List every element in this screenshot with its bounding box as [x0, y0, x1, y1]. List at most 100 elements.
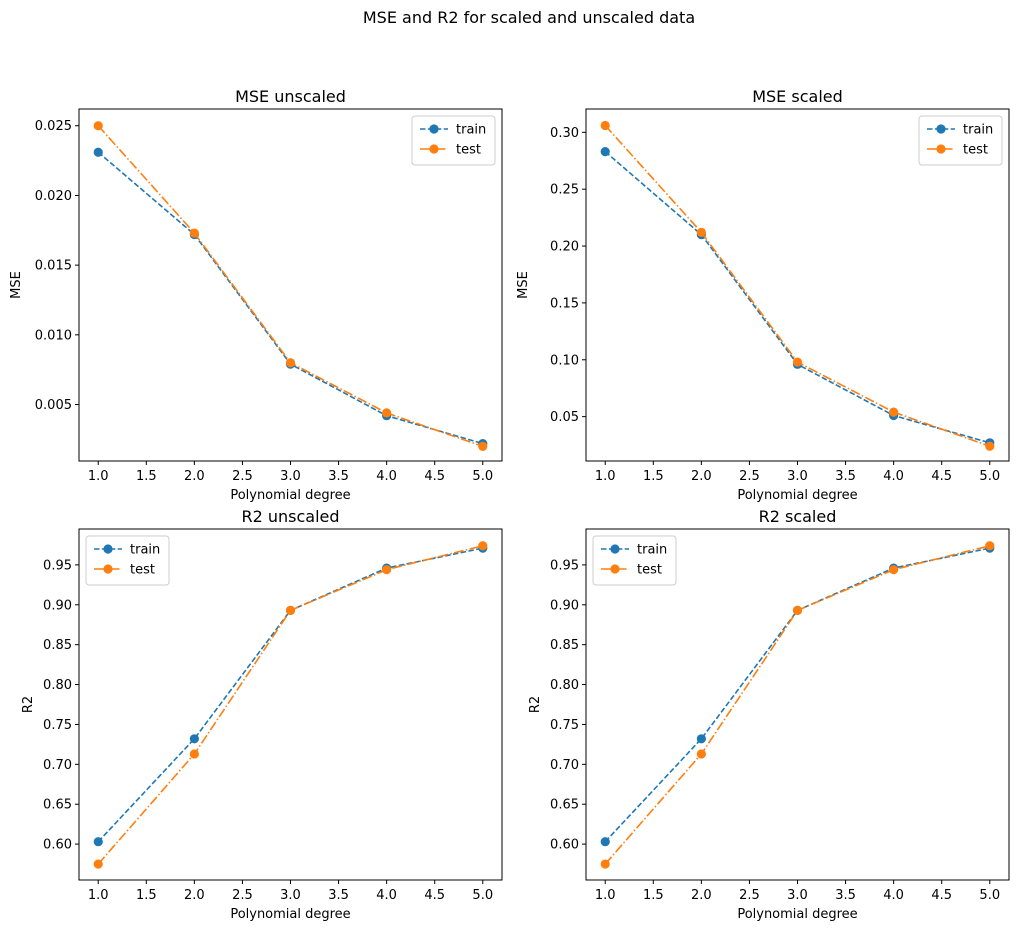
- mse-scaled-x-tick-label: 4.0: [883, 469, 904, 484]
- mse-scaled-chart: MSE scaled 1.0 1.5 2.0 2.5 3.0 3.5 4.0 4.5 5.0 0.0…: [516, 87, 1010, 503]
- r2-unscaled-x-tick-label: 4.5: [424, 888, 445, 903]
- r2-scaled-y-tick-label: 0.95: [550, 558, 579, 573]
- r2-scaled-x-tick-label: 4.5: [931, 888, 952, 903]
- mse-unscaled-legend-test-label: test: [456, 143, 481, 158]
- mse-scaled-x-tick-label: 1.5: [643, 469, 664, 484]
- r2-unscaled-y-axis-label: R2: [21, 696, 36, 713]
- r2-unscaled-series-test-point: [189, 749, 199, 759]
- mse-scaled-series-test-point: [600, 120, 610, 131]
- mse-unscaled-series-test-point: [285, 358, 296, 368]
- r2-scaled-x-tick-label: 2.5: [739, 888, 760, 903]
- r2-unscaled-y-tick-label: 0.95: [43, 558, 72, 573]
- r2-scaled-series-test-point: [696, 749, 706, 759]
- mse-scaled-legend-test-marker: [936, 144, 946, 154]
- r2-unscaled-title: R2 unscaled: [241, 507, 339, 526]
- r2-scaled-chart: R2 scaled 1.0 1.5 2.0 2.5 3.0 3.5 4.0 4.5 5.0 0.60…: [528, 507, 1010, 922]
- r2-unscaled-y-tick-label: 0.60: [43, 838, 72, 853]
- mse-scaled-series-train-point: [600, 147, 610, 157]
- r2-scaled-y-tick-label: 0.90: [550, 598, 579, 613]
- r2-scaled-legend-test-marker: [610, 564, 620, 574]
- mse-unscaled-y-tick-label: 0.015: [35, 259, 72, 274]
- r2-unscaled-y-tick-label: 0.75: [43, 718, 72, 733]
- r2-unscaled-series-train-point: [93, 837, 103, 847]
- r2-unscaled-series-train-point: [189, 734, 199, 744]
- r2-scaled-y-tick-label: 0.85: [550, 638, 579, 653]
- r2-unscaled-y-tick-label: 0.90: [43, 598, 72, 613]
- mse-scaled-x-tick-label: 4.5: [931, 469, 952, 484]
- r2-unscaled-x-axis-label: Polynomial degree: [230, 907, 350, 922]
- r2-scaled-x-tick-label: 1.5: [643, 888, 664, 903]
- r2-unscaled-x-tick-label: 1.0: [88, 888, 109, 903]
- mse-scaled-x-tick-label: 3.0: [787, 469, 808, 484]
- mse-scaled-title: MSE scaled: [752, 87, 843, 106]
- mse-scaled-legend-test-label: test: [963, 143, 988, 158]
- r2-scaled-series-test-point: [600, 859, 610, 869]
- r2-scaled-legend-train-label: train: [637, 543, 667, 558]
- r2-scaled-y-axis-label: R2: [528, 696, 543, 713]
- r2-unscaled-series-test-point: [478, 541, 488, 551]
- r2-scaled-series-test-point: [889, 565, 899, 575]
- mse-unscaled-x-tick-label: 2.0: [184, 469, 205, 484]
- r2-unscaled-legend-test-marker: [103, 564, 113, 574]
- r2-unscaled-series-test-point: [382, 565, 392, 575]
- r2-unscaled-series-test-point: [93, 859, 103, 869]
- r2-scaled-y-tick-label: 0.80: [550, 678, 579, 693]
- r2-unscaled-x-tick-label: 2.5: [232, 888, 253, 903]
- mse-scaled-y-tick-label: 0.30: [550, 126, 579, 141]
- mse-scaled-y-axis-label: MSE: [516, 271, 531, 299]
- mse-unscaled-y-tick-label: 0.005: [35, 398, 72, 413]
- r2-scaled-x-tick-label: 2.0: [691, 888, 712, 903]
- r2-unscaled-x-tick-label: 1.5: [136, 888, 157, 903]
- mse-scaled-y-tick-label: 0.25: [550, 183, 579, 198]
- r2-unscaled-legend-train-marker: [103, 544, 113, 554]
- mse-scaled-legend-train-marker: [936, 124, 946, 134]
- mse-unscaled-x-tick-label: 5.0: [472, 469, 493, 484]
- mse-scaled-series-test-point: [696, 227, 706, 237]
- mse-unscaled-series-test-point: [478, 441, 488, 451]
- r2-scaled-x-axis-label: Polynomial degree: [737, 907, 857, 922]
- r2-unscaled-y-tick-label: 0.65: [43, 798, 72, 813]
- r2-scaled-legend-train-marker: [610, 544, 620, 554]
- mse-unscaled-legend-train-label: train: [456, 123, 486, 138]
- mse-unscaled-series-train-point: [93, 147, 103, 157]
- mse-unscaled-legend-test-marker: [429, 144, 439, 154]
- mse-unscaled-legend: train test: [411, 115, 496, 166]
- mse-unscaled-series-test-point: [382, 408, 392, 418]
- r2-scaled-x-tick-label: 1.0: [595, 888, 616, 903]
- r2-unscaled-y-tick-label: 0.80: [43, 678, 72, 693]
- r2-unscaled-x-tick-label: 2.0: [184, 888, 205, 903]
- mse-scaled-y-tick-label: 0.10: [550, 353, 579, 368]
- mse-scaled-x-tick-label: 2.0: [691, 469, 712, 484]
- r2-unscaled-legend: train test: [85, 535, 170, 586]
- r2-unscaled-legend-test-label: test: [130, 563, 155, 578]
- r2-scaled-x-tick-label: 3.0: [787, 888, 808, 903]
- r2-unscaled-x-tick-label: 3.0: [280, 888, 301, 903]
- figure-suptitle: MSE and R2 for scaled and unscaled data: [363, 8, 695, 27]
- mse-scaled-x-tick-label: 2.5: [739, 469, 760, 484]
- mse-unscaled-x-tick-label: 3.5: [328, 469, 349, 484]
- mse-unscaled-chart: MSE unscaled 1.0 1.5 2.0 2.5 3.0 3.5 4.0 4.5 5.0 0…: [9, 87, 503, 503]
- r2-unscaled-chart: R2 unscaled 1.0 1.5 2.0 2.5 3.0 3.5 4.0 4.5 5.0 0.…: [21, 507, 503, 922]
- mse-scaled-series-test-point: [889, 407, 899, 417]
- r2-scaled-x-tick-label: 5.0: [979, 888, 1000, 903]
- r2-unscaled-x-tick-label: 3.5: [328, 888, 349, 903]
- mse-scaled-y-tick-label: 0.05: [550, 410, 579, 425]
- mse-unscaled-y-tick-label: 0.025: [35, 119, 72, 134]
- r2-scaled-y-tick-label: 0.60: [550, 838, 579, 853]
- r2-scaled-title: R2 scaled: [759, 507, 837, 526]
- mse-scaled-legend: train test: [918, 115, 1003, 166]
- r2-scaled-series-train-point: [600, 837, 610, 847]
- subplots-container: MSE unscaled 1.0 1.5 2.0 2.5 3.0 3.5 4.0 4.5 5.0 0…: [9, 87, 1010, 922]
- mse-unscaled-x-tick-label: 3.0: [280, 469, 301, 484]
- mse-unscaled-x-axis-label: Polynomial degree: [230, 488, 350, 503]
- mse-scaled-x-tick-label: 5.0: [979, 469, 1000, 484]
- r2-unscaled-y-tick-label: 0.85: [43, 638, 72, 653]
- mse-unscaled-x-tick-label: 1.5: [136, 469, 157, 484]
- mse-scaled-series-test-point: [792, 357, 803, 367]
- r2-scaled-y-tick-label: 0.75: [550, 718, 579, 733]
- r2-scaled-legend: train test: [592, 535, 677, 586]
- r2-scaled-series-test-point: [792, 605, 803, 615]
- r2-scaled-x-tick-label: 4.0: [883, 888, 904, 903]
- mse-unscaled-x-tick-label: 1.0: [88, 469, 109, 484]
